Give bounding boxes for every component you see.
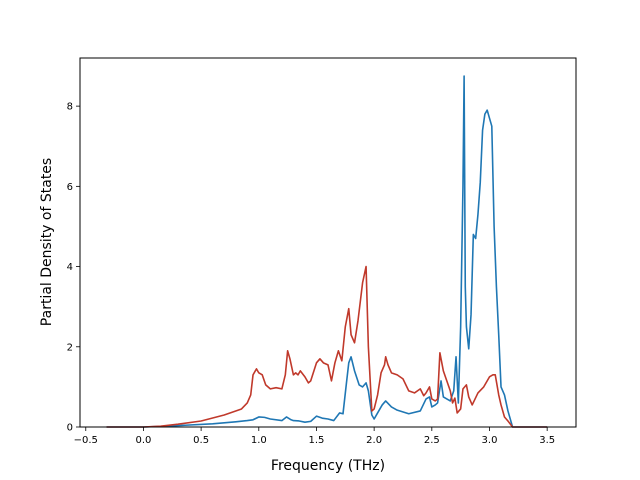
x-axis-ticks: −0.5 0.0 0.5 1.0 1.5 2.0 2.5 3.0 3.5: [74, 427, 555, 446]
x-tick-label: 1.5: [309, 435, 325, 446]
y-tick-label: 4: [67, 262, 73, 273]
x-tick-label: 1.0: [251, 435, 267, 446]
x-tick-label: 3.0: [482, 435, 498, 446]
series-line-2: [106, 265, 548, 428]
y-tick-label: 8: [67, 102, 73, 113]
series-layer: [106, 75, 548, 428]
y-axis-label: Partial Density of States: [39, 158, 55, 326]
y-tick-label: 0: [67, 423, 73, 434]
x-tick-label: 2.5: [424, 435, 440, 446]
y-axis-ticks: 0 2 4 6 8: [67, 102, 80, 434]
y-tick-label: 2: [67, 342, 73, 353]
y-tick-label: 6: [67, 182, 73, 193]
plot-frame: [79, 57, 577, 428]
x-tick-label: 0.0: [135, 435, 151, 446]
plot-background: [80, 58, 576, 427]
x-axis-label: Frequency (THz): [271, 458, 385, 474]
x-tick-label: 3.5: [539, 435, 555, 446]
x-tick-label: −0.5: [74, 435, 98, 446]
x-tick-label: 0.5: [193, 435, 209, 446]
series-line-1: [106, 75, 548, 428]
x-tick-label: 2.0: [366, 435, 382, 446]
